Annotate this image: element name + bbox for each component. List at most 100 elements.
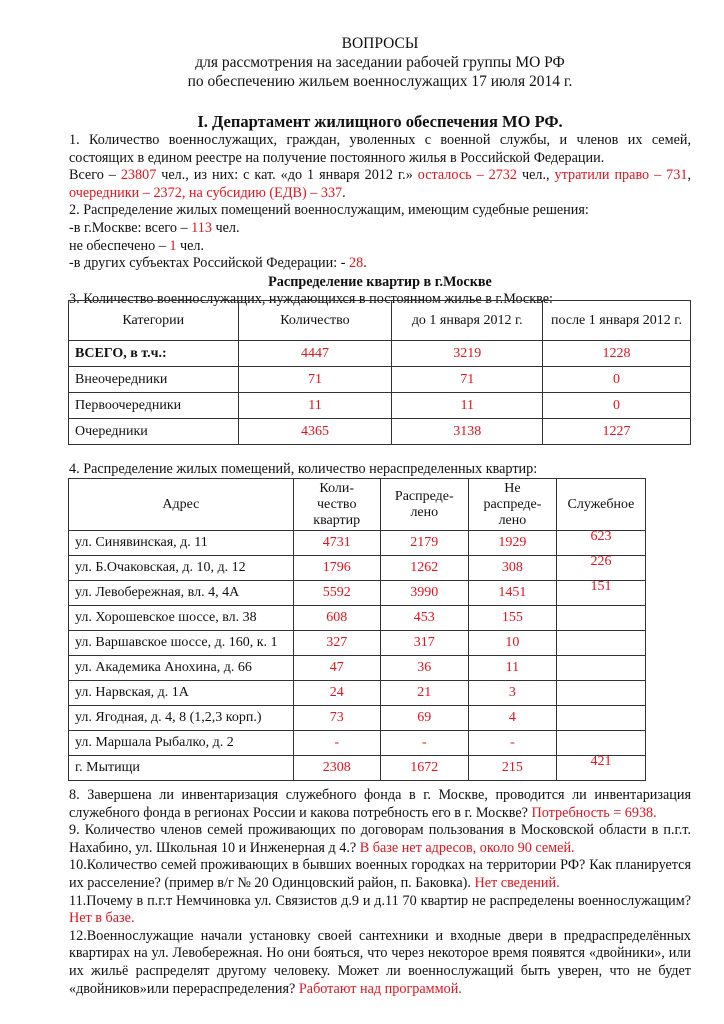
value-cell: - [467,730,557,756]
value-cell: 4447 [237,340,393,367]
text-segment: 8. Завершена ли инвентаризация служебног… [69,787,691,821]
column-header-text: Категории [122,312,185,328]
value-cell: 71 [237,366,393,393]
table-row: ул. Синявинская, д. 11 4731 2179 1929 623 [68,529,647,556]
highlighted-answer: очередники – 2372, на субсидию (ЕДВ) – 3… [69,184,343,201]
value-cell [555,655,647,681]
value-cell-text: 155 [501,610,523,625]
value-cell-text: 5592 [322,585,351,600]
value-cell-text: 1796 [322,560,351,575]
value-cell: 24 [292,680,381,706]
value-cell-text: 215 [501,760,523,775]
value-cell: 47 [292,655,381,681]
value-cell: 1228 [541,340,692,367]
document-header: ВОПРОСЫ для рассмотрения на заседании ра… [69,34,691,91]
table-row: ул. Нарвская, д. 1А 24 21 3 [68,680,647,706]
column-header: после 1 января 2012 г. [541,300,692,341]
address-cell: ул. Синявинская, д. 11 [68,530,294,556]
row-label: Первоочередники [68,392,239,419]
value-cell-text: 608 [326,610,348,625]
intro-paragraphs: 1. Количество военнослужащих, граждан, у… [69,132,691,273]
address-cell: ул. Хорошевское шоссе, вл. 38 [68,605,294,631]
value-cell: 1796 [292,555,381,581]
value-cell-text: 308 [501,560,523,575]
value-cell-text: 453 [413,610,435,625]
address-cell: ул. Ягодная, д. 4, 8 (1,2,3 корп.) [68,705,294,731]
value-cell: 421 [555,754,647,781]
column-header: Количество [237,300,393,341]
value-cell: 11 [391,392,543,419]
text-segment: -в других субъектах Российской Федерации… [69,255,350,272]
row-label: Внеочередники [68,366,239,393]
address-cell: ул. Академика Анохина, д. 66 [68,655,294,681]
question: 10.Количество семей проживающих в бывших… [69,857,691,892]
paragraph: -в других субъектах Российской Федерации… [69,255,691,273]
text-segment: . [363,255,367,272]
value-cell [555,680,647,706]
value-cell-text: 4365 [300,423,329,439]
highlighted-answer: 23807 [120,167,157,184]
value-cell-text: 24 [329,685,344,700]
highlighted-answer: 1 [169,237,177,254]
value-cell-text: 73 [329,710,344,725]
table-waiting-list: Категории Количество до 1 января 2012 г. по… [68,300,692,445]
value-cell-text: 69 [417,710,432,725]
value-cell-text: 71 [307,371,322,387]
table-row: Внеочередники 71 71 0 [68,366,692,393]
address-cell-text: г. Мытищи [75,760,140,775]
address-cell-text: ул. Б.Очаковская, д. 10, д. 12 [75,560,246,575]
value-cell: 11 [467,655,557,681]
text-segment: чел., [517,167,555,184]
address-cell-text: ул. Левобережная, вл. 4, 4А [75,585,240,600]
column-header-text: Адрес [162,496,200,512]
value-cell: 1227 [541,418,692,445]
value-cell: 73 [292,705,381,731]
value-cell: - [379,730,469,756]
value-cell: 0 [541,392,692,419]
paragraph: Всего – 23807 чел., из них: с кат. «до 1… [69,167,691,202]
highlighted-answer: Нет в базе. [69,910,135,927]
question-4: 4. Распределение жилых помещений, количе… [69,461,538,477]
value-cell: 155 [467,605,557,631]
value-cell-text: 1672 [410,760,439,775]
question: 12.Военнослужащие начали установку своей… [69,928,691,998]
row-label-text: ВСЕГО, в т.ч.: [75,345,167,361]
value-cell: 5592 [292,580,381,606]
table-apartments: Адрес Коли- чество квартир Распреде- лено Н… [68,478,647,781]
value-cell: 608 [292,605,381,631]
document-title: ВОПРОСЫ [341,35,419,52]
value-cell: 1672 [379,755,469,781]
value-cell-text: 1929 [498,535,527,550]
value-cell-text: 226 [590,554,612,569]
value-cell-text: 421 [590,754,612,769]
address-cell-text: ул. Варшавское шоссе, д. 160, к. 1 [75,635,278,650]
column-header: Коли- чество квартир [292,478,381,531]
address-cell: г. Мытищи [68,755,294,781]
value-cell-text: 11 [460,397,474,413]
value-cell: 3138 [391,418,543,445]
text-segment: чел. [211,219,240,236]
value-cell-text: 11 [505,660,520,675]
value-cell-text: 1262 [410,560,439,575]
address-cell-text: ул. Ягодная, д. 4, 8 (1,2,3 корп.) [75,710,262,725]
column-header: Категории [68,300,239,341]
value-cell-text: 327 [326,635,348,650]
column-header-text: Коли- чество квартир [313,480,361,528]
table-row: ул. Ягодная, д. 4, 8 (1,2,3 корп.) 73 69 4 [68,705,647,731]
document-subtitle: по обеспечению жильем военнослужащих 17 … [187,73,573,90]
address-cell-text: ул. Нарвская, д. 1А [75,685,189,700]
value-cell-text: 4447 [300,345,329,361]
address-cell: ул. Б.Очаковская, д. 10, д. 12 [68,555,294,581]
value-cell-text: 2308 [322,760,351,775]
highlighted-answer: Нет сведений. [474,874,560,891]
value-cell-text: 3219 [453,345,482,361]
row-label-text: Первоочередники [75,397,182,413]
value-cell: 327 [292,630,381,656]
value-cell [555,705,647,731]
value-cell: 2179 [379,530,469,556]
address-cell-text: ул. Академика Анохина, д. 66 [75,660,252,675]
value-cell: 3219 [391,340,543,367]
table-row: ул. Левобережная, вл. 4, 4А 5592 3990 1451 1… [68,579,647,606]
value-cell: 151 [555,579,647,606]
value-cell: 11 [237,392,393,419]
